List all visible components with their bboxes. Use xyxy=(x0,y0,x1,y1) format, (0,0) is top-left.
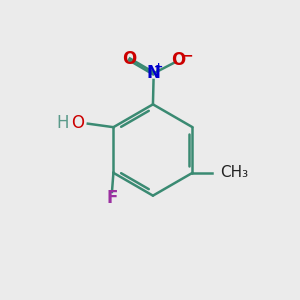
Text: O: O xyxy=(171,51,186,69)
Text: CH₃: CH₃ xyxy=(220,165,249,180)
Text: O: O xyxy=(71,114,84,132)
Text: N: N xyxy=(147,64,160,82)
Text: F: F xyxy=(106,189,118,207)
Text: −: − xyxy=(182,48,193,62)
Text: +: + xyxy=(154,62,164,72)
Text: H: H xyxy=(57,114,69,132)
Text: O: O xyxy=(122,50,136,68)
